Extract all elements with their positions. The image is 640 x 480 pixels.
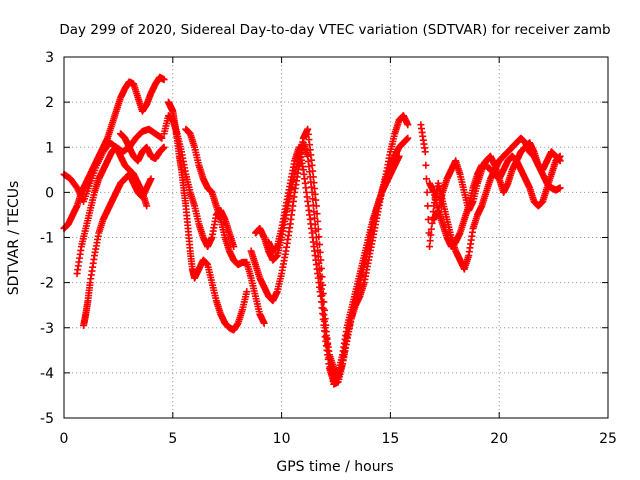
data-point [230, 243, 238, 251]
series-track-j [251, 134, 412, 381]
data-point [395, 152, 403, 160]
y-axis-label: SDTVAR / TECUs [6, 181, 22, 296]
y-tick-label: -1 [40, 231, 54, 247]
y-tick-label: -3 [40, 321, 54, 337]
x-tick-label: 0 [60, 431, 69, 447]
data-point [312, 227, 320, 235]
x-tick-label: 15 [381, 431, 399, 447]
series-track-n [430, 139, 564, 223]
data-point [421, 148, 429, 156]
data-point [143, 202, 151, 210]
x-tick-label: 5 [168, 431, 177, 447]
data-point [422, 161, 430, 169]
data-point [404, 134, 412, 142]
y-tick-label: 3 [45, 50, 54, 66]
data-point [160, 143, 168, 151]
y-tick-label: 0 [45, 185, 54, 201]
series-track-d [80, 170, 155, 329]
series-track-f [164, 98, 251, 334]
chart-title: Day 299 of 2020, Sidereal Day-to-day VTE… [59, 22, 610, 38]
series-track-b [60, 125, 166, 205]
data-point [310, 208, 318, 216]
data-point [311, 214, 319, 222]
data-point [422, 175, 430, 183]
x-tick-label: 25 [599, 431, 617, 447]
series-track-e [117, 130, 168, 165]
axis-ticks [63, 56, 609, 419]
data-point [556, 157, 564, 165]
series-track-h [160, 112, 238, 251]
data-point [260, 319, 268, 327]
data-point [423, 188, 431, 196]
data-point [424, 202, 432, 210]
x-tick-labels: 0 5 10 15 20 25 [60, 431, 617, 447]
data-point [147, 175, 155, 183]
series-track-g [182, 125, 268, 327]
data-point [309, 195, 317, 203]
series-track-l [417, 121, 564, 273]
data-points [60, 73, 564, 388]
y-tick-label: -4 [40, 366, 54, 382]
data-point [158, 134, 166, 142]
data-point [556, 184, 564, 192]
data-point [160, 76, 168, 84]
series-track-k [265, 143, 403, 386]
y-tick-labels: -5 -4 -3 -2 -1 0 1 2 3 [40, 50, 54, 427]
x-tick-label: 10 [273, 431, 291, 447]
x-tick-label: 20 [490, 431, 508, 447]
y-tick-label: 1 [45, 140, 54, 156]
y-tick-label: -5 [40, 411, 54, 427]
data-point [243, 288, 251, 296]
y-tick-label: 2 [45, 95, 54, 111]
y-tick-label: -2 [40, 276, 54, 292]
x-axis-label: GPS time / hours [276, 459, 393, 475]
data-point [404, 121, 412, 129]
